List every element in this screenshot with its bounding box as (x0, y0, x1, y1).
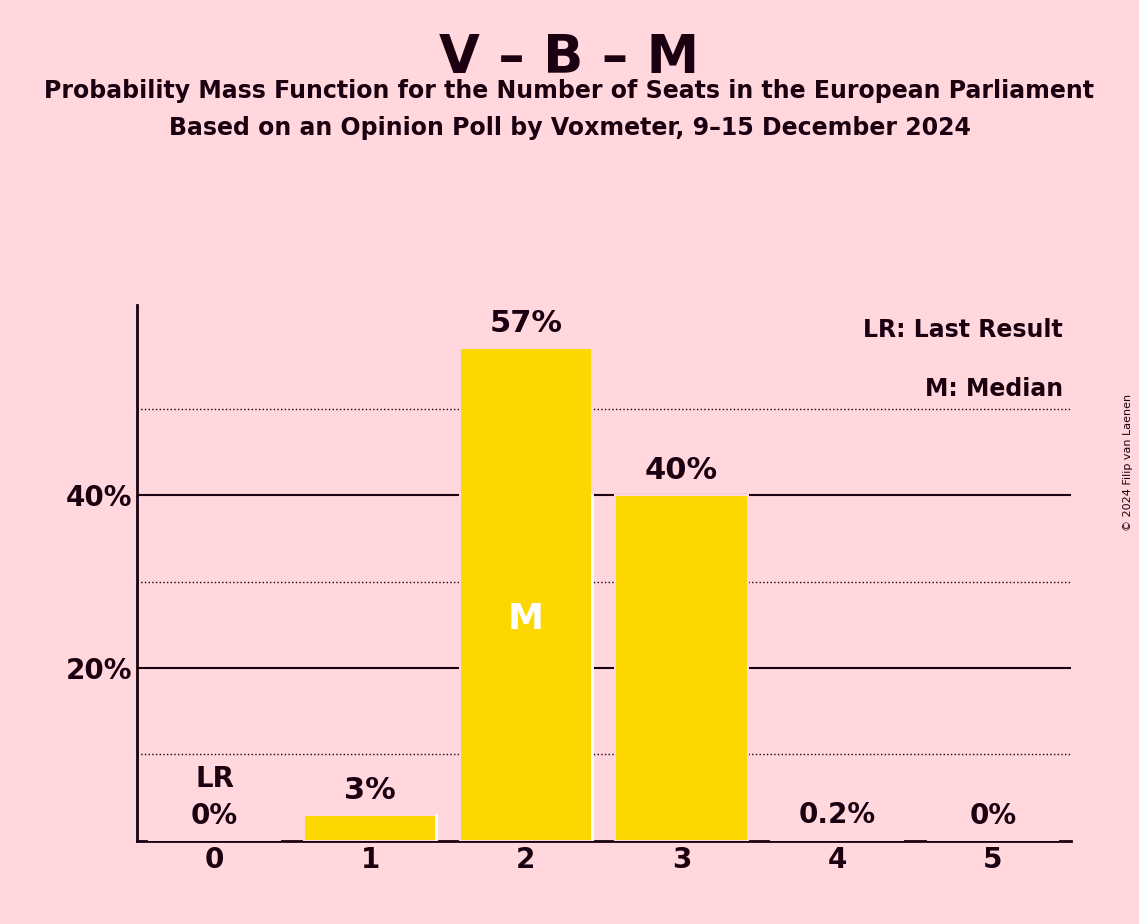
Text: 40%: 40% (645, 456, 718, 485)
Text: 0%: 0% (191, 802, 238, 831)
Text: 57%: 57% (490, 309, 563, 338)
Bar (615, 495, 747, 841)
Text: Based on an Opinion Poll by Voxmeter, 9–15 December 2024: Based on an Opinion Poll by Voxmeter, 9–… (169, 116, 970, 140)
Text: M: Median: M: Median (925, 377, 1063, 401)
Bar (771, 839, 903, 841)
Bar (460, 348, 592, 841)
Text: Probability Mass Function for the Number of Seats in the European Parliament: Probability Mass Function for the Number… (44, 79, 1095, 103)
Text: M: M (508, 602, 543, 636)
Text: LR: Last Result: LR: Last Result (863, 319, 1063, 342)
Text: 0.2%: 0.2% (798, 801, 876, 829)
Bar (304, 815, 436, 841)
Text: 0%: 0% (969, 802, 1016, 831)
Text: © 2024 Filip van Laenen: © 2024 Filip van Laenen (1123, 394, 1133, 530)
Text: V – B – M: V – B – M (440, 32, 699, 84)
Text: 3%: 3% (344, 775, 396, 805)
Text: LR: LR (195, 765, 233, 794)
